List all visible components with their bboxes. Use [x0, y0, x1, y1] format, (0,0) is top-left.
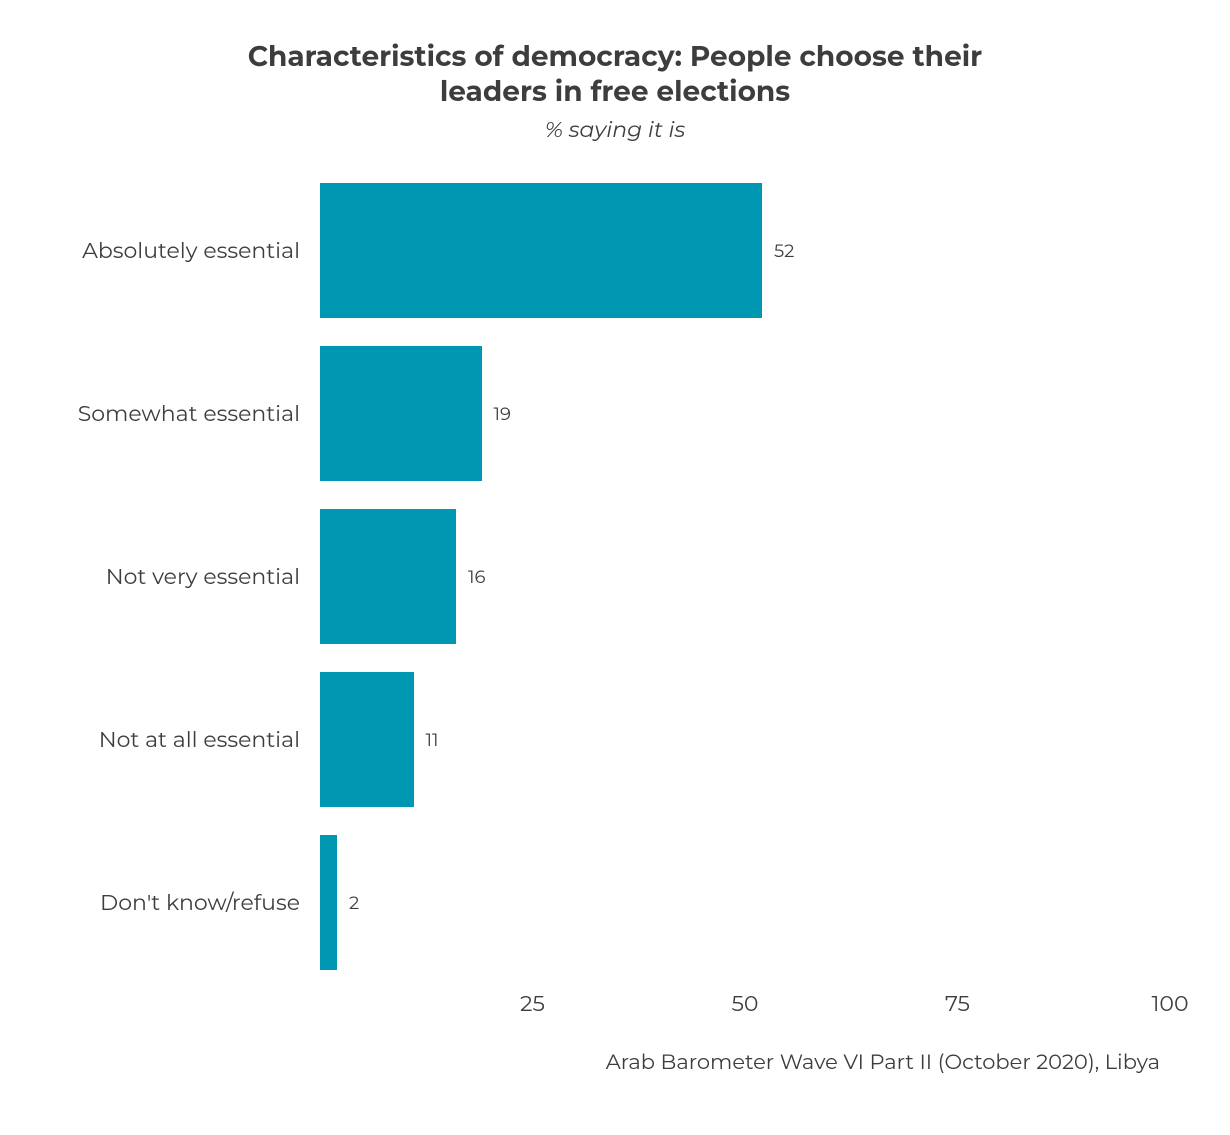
x-tick-label: 75 [945, 990, 970, 1017]
chart-page: Characteristics of democracy: People cho… [0, 0, 1230, 1135]
x-tick-label: 100 [1151, 990, 1188, 1017]
value-label: 16 [468, 566, 485, 588]
bar [320, 183, 762, 318]
category-label: Not at all essential [60, 726, 320, 753]
bar [320, 346, 482, 481]
value-label: 19 [494, 403, 511, 425]
bar-track: 2 [320, 835, 1170, 970]
bar [320, 509, 456, 644]
value-label: 52 [774, 240, 794, 262]
category-label: Somewhat essential [60, 400, 320, 427]
bar-row: Not at all essential 11 [60, 672, 1170, 807]
x-tick-label: 50 [731, 990, 758, 1017]
bar-track: 52 [320, 183, 1170, 318]
x-tick-label: 25 [520, 990, 545, 1017]
category-label: Absolutely essential [60, 237, 320, 264]
category-label: Not very essential [60, 563, 320, 590]
source-label: Arab Barometer Wave VI Part II (October … [60, 1050, 1170, 1075]
axis-spacer [60, 990, 320, 1020]
chart-title: Characteristics of democracy: People cho… [205, 40, 1025, 110]
value-label: 2 [349, 892, 359, 914]
bar-track: 11 [320, 672, 1170, 807]
bar-track: 16 [320, 509, 1170, 644]
value-label: 11 [426, 729, 439, 751]
x-axis: 255075100 [60, 990, 1170, 1020]
bar-row: Not very essential 16 [60, 509, 1170, 644]
bar-row: Absolutely essential 52 [60, 183, 1170, 318]
bar [320, 835, 337, 970]
category-label: Don't know/refuse [60, 889, 320, 916]
chart-subtitle: % saying it is [60, 116, 1170, 143]
bar-row: Somewhat essential 19 [60, 346, 1170, 481]
bar-row: Don't know/refuse 2 [60, 835, 1170, 970]
axis-track: 255075100 [320, 990, 1170, 1020]
bar-track: 19 [320, 346, 1170, 481]
bar [320, 672, 414, 807]
chart-area: Absolutely essential 52 Somewhat essential… [60, 183, 1170, 970]
